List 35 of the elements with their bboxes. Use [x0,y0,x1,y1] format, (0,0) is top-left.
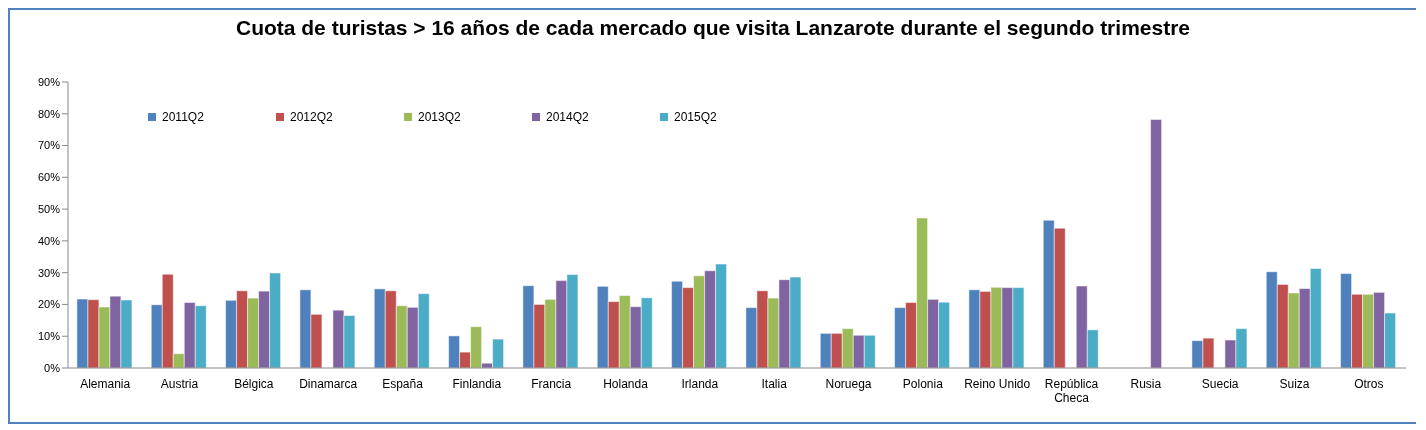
y-tick-label: 20% [37,298,61,311]
x-tick-label: Rusia [1130,377,1162,391]
x-tick-label: Holanda [603,377,649,391]
x-tick-label: Suiza [1279,377,1310,391]
legend-label: 2012Q2 [290,110,333,124]
legend-label: 2014Q2 [546,110,589,124]
x-tick-label: Francia [531,377,572,391]
legend-label: 2015Q2 [674,110,717,124]
x-tick-label: Irlanda [681,377,719,391]
x-tick-label: Polonia [902,377,944,391]
x-tick-label: Noruega [825,377,872,391]
x-tick-label: Finlandia [452,377,502,391]
y-tick-label: 90% [37,75,61,88]
x-tick-label: Alemania [80,377,131,391]
x-tick-label: Italia [761,377,788,391]
y-tick-label: 0% [44,361,61,374]
y-tick-label: 70% [37,139,61,152]
y-tick-label: 10% [37,330,61,343]
y-tick-label: 80% [37,107,61,120]
legend-label: 2011Q2 [162,110,204,124]
y-tick-label: 60% [37,171,61,184]
x-tick-label: Bélgica [234,377,274,391]
x-tick-label: Dinamarca [299,377,358,391]
x-tick-label: Suecia [1201,377,1239,391]
x-tick-label: España [382,377,424,391]
legend-label: 2013Q2 [418,110,461,124]
x-tick-label: Otros [1354,377,1384,391]
y-tick-label: 50% [37,203,61,216]
x-tick-label: República Checa [1044,377,1099,405]
y-tick-label: 30% [37,266,61,279]
bar [1150,119,1162,368]
y-tick-label: 40% [37,234,61,247]
chart-title: Cuota de turistas > 16 años de cada mercado que visita Lanzarote durante el segundo trimestre [234,16,1191,40]
x-tick-label: Reino Unido [964,377,1031,391]
x-tick-label: Austria [160,377,199,391]
